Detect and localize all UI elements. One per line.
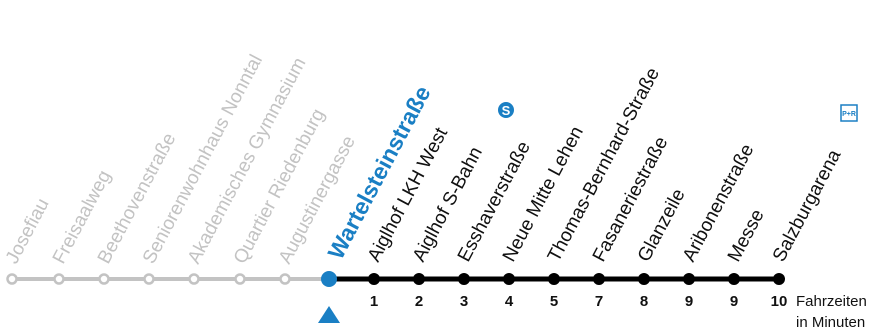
past-stops: JosefiauFreisaalwegBeethovenstraßeSenior… bbox=[2, 51, 360, 285]
stop-dot bbox=[548, 273, 560, 285]
stop-dot bbox=[773, 273, 785, 285]
svg-text:P+R: P+R bbox=[842, 111, 856, 118]
current-stop-dot bbox=[321, 271, 337, 287]
stop-dot bbox=[368, 273, 380, 285]
travel-time: 1 bbox=[370, 293, 378, 310]
current-stop: Wartelsteinstraße bbox=[318, 81, 436, 323]
legend-line-1: Fahrzeiten bbox=[796, 293, 867, 310]
past-stop-dot bbox=[188, 273, 200, 285]
current-position-marker-icon bbox=[318, 306, 340, 323]
travel-time: 4 bbox=[505, 293, 514, 310]
svg-text:S: S bbox=[502, 103, 511, 118]
travel-time-legend: Fahrzeiten in Minuten bbox=[796, 293, 867, 331]
travel-time: 7 bbox=[595, 293, 603, 310]
stop-dot bbox=[728, 273, 740, 285]
stop-dot bbox=[638, 273, 650, 285]
stop-dot bbox=[593, 273, 605, 285]
past-stop-label: Josefiau bbox=[2, 195, 54, 267]
travel-time: 8 bbox=[640, 293, 648, 310]
stop-dot bbox=[458, 273, 470, 285]
stop-dot bbox=[503, 273, 515, 285]
past-stop-dot bbox=[234, 273, 246, 285]
stop-label: Messe bbox=[724, 206, 769, 265]
legend-line-2: in Minuten bbox=[796, 314, 865, 331]
travel-time: 5 bbox=[550, 293, 558, 310]
past-stop-dot bbox=[279, 273, 291, 285]
s-bahn-icon: S bbox=[498, 102, 514, 118]
stop-label: Salzburgarena bbox=[769, 146, 846, 265]
travel-time: 9 bbox=[730, 293, 738, 310]
travel-time: 3 bbox=[460, 293, 468, 310]
past-stop-dot bbox=[98, 273, 110, 285]
travel-time: 10 bbox=[771, 293, 788, 310]
past-stop-dot bbox=[143, 273, 155, 285]
travel-time: 9 bbox=[685, 293, 693, 310]
stop-dot bbox=[413, 273, 425, 285]
past-stop-dot bbox=[53, 273, 65, 285]
travel-time: 2 bbox=[415, 293, 423, 310]
stop-dot bbox=[683, 273, 695, 285]
park-and-ride-icon: P+R bbox=[840, 104, 858, 122]
past-stop-dot bbox=[6, 273, 18, 285]
